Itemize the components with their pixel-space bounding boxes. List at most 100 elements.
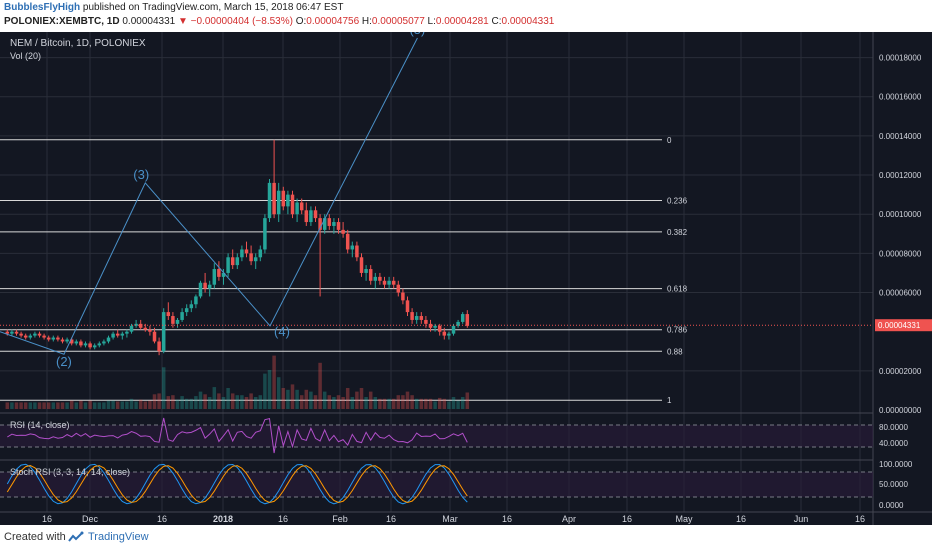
- candle-body: [424, 319, 428, 324]
- candle-body: [92, 345, 97, 348]
- time-tick: 16: [42, 514, 52, 524]
- time-tick: 16: [502, 514, 512, 524]
- volume-bar: [382, 398, 387, 409]
- stoch-k-line: [6, 463, 468, 505]
- candle-body: [322, 218, 327, 230]
- fib-label: 0.88: [667, 347, 683, 356]
- candle-body: [5, 331, 10, 334]
- candle-body: [60, 339, 65, 342]
- volume-bar: [207, 397, 212, 409]
- candle-body: [230, 257, 235, 266]
- volume-bar: [364, 397, 368, 409]
- fib-retracement[interactable]: 0 0.236 0.382 0.618 0.786 0.88 1: [0, 136, 688, 405]
- volume-bar: [19, 402, 23, 409]
- candle-body: [332, 222, 336, 226]
- candle-body: [111, 333, 115, 338]
- candle-body: [148, 329, 152, 332]
- fib-label: 0.786: [667, 326, 688, 335]
- candle-body: [69, 339, 74, 344]
- volume-bar: [263, 373, 267, 409]
- price-tick: 0.00000000: [879, 406, 922, 415]
- candle-body: [120, 333, 125, 336]
- volume-bar: [102, 402, 106, 409]
- volume-bar: [51, 402, 56, 409]
- candle-body: [447, 333, 451, 336]
- candle-body: [318, 218, 322, 230]
- low-label: L:: [424, 16, 436, 27]
- volume-bar: [157, 393, 161, 409]
- time-tick: 16: [386, 514, 396, 524]
- volume-bar: [171, 395, 175, 409]
- stoch-tick: 50.0000: [879, 480, 908, 489]
- volume-bar: [359, 388, 364, 409]
- candle-body: [207, 284, 212, 289]
- price-tick: 0.00012000: [879, 171, 922, 180]
- volume-bar: [203, 394, 207, 409]
- wave-line: [0, 37, 418, 355]
- candle-body: [258, 249, 263, 258]
- rsi-line: [7, 417, 468, 454]
- candle-body: [414, 316, 419, 320]
- volume-bar: [401, 395, 405, 409]
- volume-bar: [65, 402, 69, 409]
- volume-bar: [166, 396, 171, 409]
- volume-bar: [424, 398, 428, 409]
- volume-bar: [97, 402, 102, 409]
- volume-bar: [286, 389, 290, 409]
- fib-label: 0.236: [667, 197, 688, 206]
- candle-body: [272, 182, 276, 215]
- candle-body: [23, 335, 28, 338]
- volume-bar: [138, 399, 143, 409]
- candle-body: [10, 331, 14, 334]
- volume-bar: [189, 398, 194, 409]
- volume-bar: [60, 402, 65, 409]
- volume-bar: [391, 398, 396, 409]
- volume-bar: [74, 402, 79, 409]
- candle-body: [171, 316, 175, 324]
- candle-body: [198, 282, 203, 297]
- candle-body: [74, 341, 79, 344]
- author-link[interactable]: BubblesFlyHigh: [4, 2, 81, 13]
- volume-bar: [180, 396, 184, 409]
- candle-body: [387, 280, 391, 285]
- candle-body: [253, 257, 258, 262]
- candle-body: [240, 249, 244, 258]
- price-tick: 0.00008000: [879, 249, 922, 258]
- wave-label: (4): [274, 324, 290, 339]
- candle-body: [364, 269, 368, 273]
- volume-bar: [405, 391, 410, 409]
- volume-bar: [184, 398, 189, 409]
- volume-bar: [419, 398, 424, 409]
- candle-body: [152, 331, 157, 342]
- volume-bar: [120, 401, 125, 409]
- volume-bar: [249, 393, 253, 409]
- candle-body: [465, 314, 470, 326]
- candle-body: [433, 325, 437, 328]
- fib-label: 1: [667, 396, 672, 405]
- stoch-d-line: [6, 465, 468, 503]
- rsi-tick: 80.0000: [879, 423, 908, 432]
- candle-body: [451, 325, 456, 334]
- candle-body: [83, 343, 88, 346]
- volume-bar: [5, 402, 10, 409]
- candle-body: [410, 312, 414, 320]
- price-change: ▼ −0.00000404 (−8.53%): [177, 16, 293, 27]
- volume-bar: [111, 400, 115, 409]
- candle-body: [299, 202, 304, 211]
- close-label: C:: [488, 16, 502, 27]
- volume-bar: [115, 401, 120, 409]
- tradingview-brand-link[interactable]: TradingView: [88, 531, 149, 543]
- candle-body: [378, 276, 382, 281]
- close-value: 0.00004331: [501, 16, 555, 27]
- candle-body: [355, 245, 359, 258]
- price-tick: 0.00002000: [879, 367, 922, 376]
- volume-bar: [79, 400, 83, 409]
- legend-volume: Vol (20): [10, 51, 41, 61]
- volume-bar: [161, 367, 166, 409]
- time-tick: 16: [855, 514, 865, 524]
- candle-body: [267, 182, 272, 219]
- fib-label: 0: [667, 136, 672, 145]
- publish-line: BubblesFlyHigh published on TradingView.…: [4, 2, 343, 13]
